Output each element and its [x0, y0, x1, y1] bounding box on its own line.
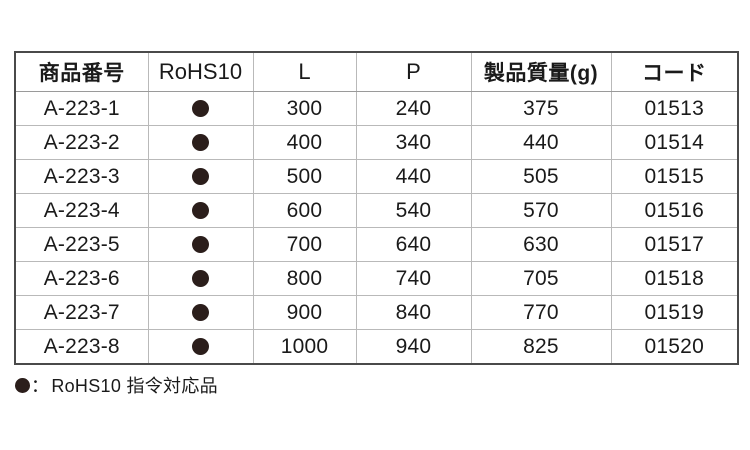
cell-l: 400 [252, 125, 357, 160]
column-header-code: コード [610, 51, 739, 92]
column-header-part-number: 商品番号 [14, 51, 149, 92]
table-body: A-223-1 300 240 375 01513 A-223-2 400 340 440 015… [14, 91, 739, 364]
cell-l: 1000 [252, 329, 357, 364]
cell-mass: 505 [470, 159, 612, 194]
product-spec-table: 商品番号 RoHS10 L P 製品質量(g) コード A-223-1 300 24… [14, 51, 739, 365]
cell-code: 01519 [610, 295, 739, 330]
table-row: A-223-3 500 440 505 01515 [14, 159, 739, 194]
footnote-legend: ： RoHS10 指令対応品 [15, 372, 218, 398]
cell-rohs10 [147, 227, 254, 262]
cell-mass: 825 [470, 329, 612, 364]
cell-l: 800 [252, 261, 357, 296]
rohs-dot-icon [192, 202, 209, 219]
cell-p: 940 [355, 329, 472, 364]
cell-rohs10 [147, 193, 254, 228]
cell-code: 01516 [610, 193, 739, 228]
table-header-row: 商品番号 RoHS10 L P 製品質量(g) コード [14, 51, 739, 92]
cell-part_number: A-223-3 [14, 159, 149, 194]
cell-p: 740 [355, 261, 472, 296]
rohs-dot-icon [192, 100, 209, 117]
cell-l: 700 [252, 227, 357, 262]
cell-rohs10 [147, 329, 254, 364]
cell-mass: 770 [470, 295, 612, 330]
cell-rohs10 [147, 91, 254, 126]
cell-code: 01518 [610, 261, 739, 296]
cell-rohs10 [147, 261, 254, 296]
table-header: 商品番号 RoHS10 L P 製品質量(g) コード [14, 51, 739, 92]
cell-mass: 570 [470, 193, 612, 228]
table-row: A-223-8 1000 940 825 01520 [14, 329, 739, 364]
rohs-dot-icon [192, 236, 209, 253]
footnote-text: RoHS10 指令対応品 [51, 376, 218, 396]
cell-mass: 375 [470, 91, 612, 126]
cell-part_number: A-223-4 [14, 193, 149, 228]
cell-code: 01515 [610, 159, 739, 194]
rohs-dot-icon [15, 377, 30, 393]
footnote-separator: ： [31, 376, 50, 396]
rohs-dot-icon [192, 304, 209, 321]
table-row: A-223-2 400 340 440 01514 [14, 125, 739, 160]
cell-p: 840 [355, 295, 472, 330]
rohs-dot-icon [192, 270, 209, 287]
rohs-dot-icon [192, 338, 209, 355]
table-row: A-223-1 300 240 375 01513 [14, 91, 739, 126]
cell-rohs10 [147, 295, 254, 330]
cell-p: 440 [355, 159, 472, 194]
cell-l: 600 [252, 193, 357, 228]
cell-rohs10 [147, 125, 254, 160]
cell-part_number: A-223-1 [14, 91, 149, 126]
cell-p: 640 [355, 227, 472, 262]
table-row: A-223-6 800 740 705 01518 [14, 261, 739, 296]
table-row: A-223-7 900 840 770 01519 [14, 295, 739, 330]
cell-code: 01513 [610, 91, 739, 126]
cell-l: 500 [252, 159, 357, 194]
cell-code: 01517 [610, 227, 739, 262]
cell-part_number: A-223-6 [14, 261, 149, 296]
cell-rohs10 [147, 159, 254, 194]
cell-p: 240 [355, 91, 472, 126]
cell-part_number: A-223-5 [14, 227, 149, 262]
rohs-dot-icon [192, 168, 209, 185]
cell-l: 900 [252, 295, 357, 330]
table-row: A-223-5 700 640 630 01517 [14, 227, 739, 262]
rohs-dot-icon [192, 134, 209, 151]
cell-mass: 440 [470, 125, 612, 160]
cell-p: 340 [355, 125, 472, 160]
cell-part_number: A-223-7 [14, 295, 149, 330]
column-header-l: L [252, 51, 357, 92]
cell-code: 01514 [610, 125, 739, 160]
column-header-mass: 製品質量(g) [470, 51, 612, 92]
table-row: A-223-4 600 540 570 01516 [14, 193, 739, 228]
cell-part_number: A-223-8 [14, 329, 149, 364]
cell-l: 300 [252, 91, 357, 126]
cell-part_number: A-223-2 [14, 125, 149, 160]
cell-p: 540 [355, 193, 472, 228]
cell-code: 01520 [610, 329, 739, 364]
cell-mass: 705 [470, 261, 612, 296]
column-header-p: P [355, 51, 472, 92]
column-header-rohs10: RoHS10 [147, 51, 254, 92]
cell-mass: 630 [470, 227, 612, 262]
